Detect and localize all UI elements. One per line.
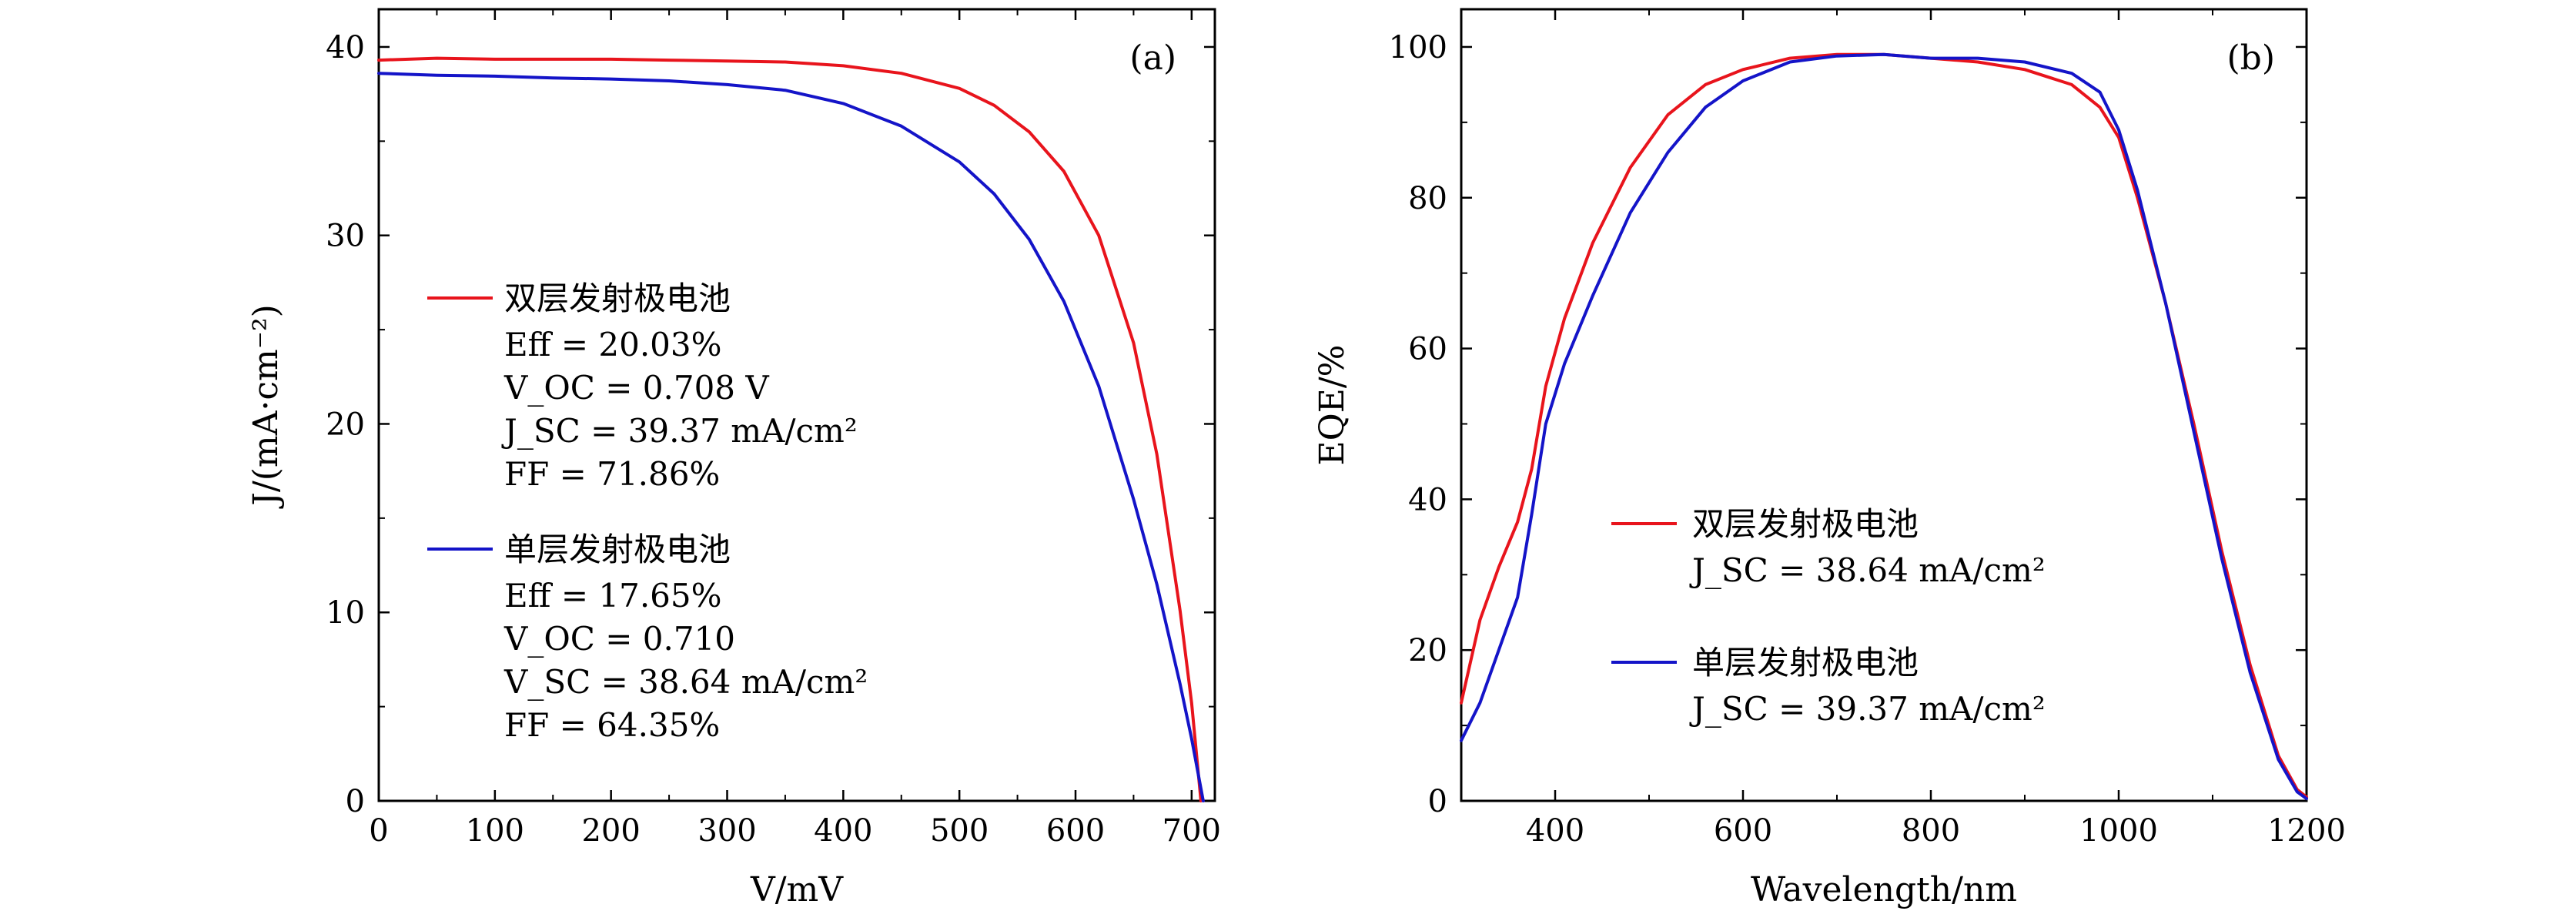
jv-panel-label: (a): [1129, 39, 1176, 78]
eqe-y-tick-label: 0: [1428, 784, 1447, 819]
eqe-legend-line: J_SC = 38.64 mA/cm²: [1689, 551, 2046, 589]
eqe-plot-frame: [1460, 8, 2308, 802]
eqe-x-tick-label: 600: [1714, 813, 1772, 849]
jv-x-tick-label: 200: [581, 813, 640, 849]
jv-y-tick-label: 10: [326, 595, 365, 631]
jv-x-axis-label: V/mV: [750, 870, 844, 909]
eqe-x-tick-label: 400: [1526, 813, 1584, 849]
eqe-x-tick-label: 1200: [2267, 813, 2346, 849]
jv-x-tick-label: 100: [466, 813, 524, 849]
jv-panel: 0 100 200 300 400 500 600 700 0 10 20 30 40 (a) V/mV…: [246, 8, 1221, 909]
jv-legend-name-single: 单层发射极电池: [504, 531, 731, 568]
eqe-x-axis-label: Wavelength/nm: [1751, 870, 2017, 909]
eqe-y-tick-label: 40: [1408, 482, 1447, 517]
eqe-series: [1460, 52, 2308, 801]
jv-series-double-emitter-line: [377, 56, 1203, 802]
jv-x-tick-label: 700: [1163, 813, 1221, 849]
jv-legend-line: FF = 71.86%: [504, 455, 720, 493]
eqe-series-single-emitter-line: [1460, 52, 2308, 801]
jv-legend-line: V_SC = 38.64 mA/cm²: [503, 663, 868, 701]
jv-series-single-emitter-line: [377, 72, 1205, 802]
jv-x-tick-label: 500: [930, 813, 989, 849]
jv-legend-line: Eff = 17.65%: [504, 577, 722, 615]
eqe-y-tick-label: 100: [1389, 30, 1447, 65]
jv-plot-frame: [377, 8, 1216, 802]
eqe-ticks: 400 600 800 1000 1200 0 20 40 60 80 100: [1389, 9, 2346, 849]
jv-ticks: 0 100 200 300 400 500 600 700 0 10 20 30 40: [326, 9, 1221, 849]
eqe-series-double-emitter-line: [1460, 52, 2308, 799]
eqe-y-tick-label: 80: [1408, 181, 1447, 216]
jv-y-tick-label: 40: [326, 30, 365, 65]
eqe-y-tick-label: 60: [1408, 332, 1447, 367]
jv-y-axis-label: J/(mA·cm⁻²): [246, 304, 286, 509]
jv-x-tick-label: 600: [1046, 813, 1105, 849]
jv-x-tick-label: 400: [814, 813, 872, 849]
jv-legend-line: Eff = 20.03%: [504, 326, 722, 363]
jv-series: [377, 56, 1205, 802]
eqe-x-tick-label: 800: [1902, 813, 1960, 849]
jv-x-tick-label: 0: [369, 813, 388, 849]
jv-legend-line: V_OC = 0.710: [503, 620, 735, 658]
jv-x-tick-label: 300: [698, 813, 756, 849]
eqe-y-tick-label: 20: [1408, 633, 1447, 668]
jv-legend-line: FF = 64.35%: [504, 706, 720, 744]
eqe-panel: 400 600 800 1000 1200 0 20 40 60 80 100 (b) Wavele…: [1313, 8, 2346, 909]
jv-legend: 双层发射极电池 Eff = 20.03% V_OC = 0.708 V J_SC…: [427, 280, 868, 744]
jv-y-tick-label: 0: [346, 784, 365, 819]
jv-y-tick-label: 20: [326, 407, 365, 442]
eqe-panel-label: (b): [2227, 39, 2276, 78]
jv-legend-name-double: 双层发射极电池: [504, 280, 731, 317]
eqe-legend-name-double: 双层发射极电池: [1692, 505, 1919, 543]
jv-legend-line: J_SC = 39.37 mA/cm²: [501, 412, 858, 450]
eqe-legend-name-single: 单层发射极电池: [1692, 644, 1919, 682]
eqe-legend-line: J_SC = 39.37 mA/cm²: [1689, 690, 2046, 728]
jv-legend-line: V_OC = 0.708 V: [503, 369, 769, 407]
eqe-y-axis-label: EQE/%: [1313, 345, 1352, 466]
eqe-legend: 双层发射极电池 J_SC = 38.64 mA/cm² 单层发射极电池 J_SC…: [1611, 505, 2046, 728]
eqe-x-tick-label: 1000: [2079, 813, 2158, 849]
jv-y-tick-label: 30: [326, 219, 365, 254]
